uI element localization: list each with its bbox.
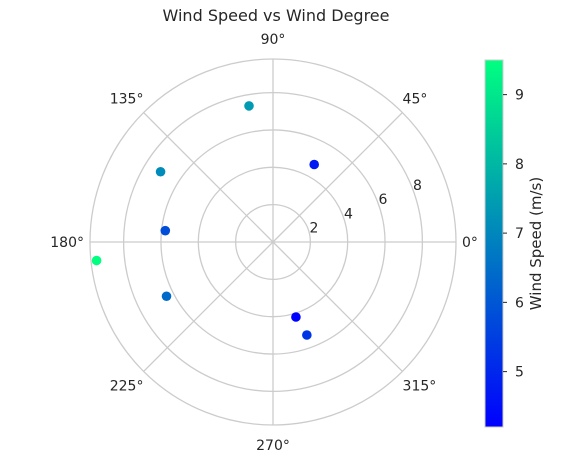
- radial-tick-label: 6: [379, 192, 388, 208]
- angle-tick-label: 225°: [110, 379, 144, 395]
- angle-tick-labels: 0° 45° 90° 135° 180° 225° 270° 315°: [50, 32, 478, 454]
- angle-grid-line: [143, 241, 274, 372]
- colorbar-gradient: [484, 59, 504, 428]
- radial-tick-labels: 2 4 6 8: [310, 178, 422, 237]
- colorbar-ticks: 5 6 7 8 9: [503, 88, 524, 381]
- radial-tick-label: 4: [344, 206, 353, 222]
- data-point: [155, 166, 166, 177]
- angle-tick-label: 90°: [261, 32, 286, 48]
- colorbar-tick-label: 7: [515, 226, 524, 242]
- colorbar: 5 6 7 8 9 Wind Speed (m/s): [484, 59, 545, 428]
- chart-title: Wind Speed vs Wind Degree: [163, 6, 390, 25]
- angle-tick-label: 315°: [403, 379, 437, 395]
- angle-tick-label: 45°: [403, 91, 428, 107]
- angle-grid-line: [272, 241, 403, 372]
- polar-grid: [89, 58, 457, 426]
- angle-tick-label: 135°: [110, 91, 144, 107]
- data-point: [160, 225, 171, 236]
- angle-grid-line: [272, 112, 403, 243]
- angle-grid-line: [143, 112, 274, 243]
- data-point: [302, 330, 312, 340]
- angle-tick-label: 0°: [462, 235, 478, 251]
- radial-tick-label: 8: [413, 178, 422, 194]
- data-point: [291, 312, 301, 322]
- data-points: [91, 101, 320, 340]
- radial-tick-label: 2: [310, 221, 319, 237]
- data-point: [91, 255, 102, 266]
- colorbar-tick-label: 6: [515, 295, 524, 311]
- data-point: [244, 101, 254, 111]
- angle-tick-label: 270°: [256, 438, 290, 454]
- colorbar-tick-label: 9: [515, 88, 524, 104]
- angle-tick-label: 180°: [50, 235, 84, 251]
- data-point: [309, 159, 320, 170]
- data-point: [161, 291, 172, 302]
- colorbar-label: Wind Speed (m/s): [527, 177, 545, 310]
- colorbar-tick-label: 8: [515, 157, 524, 173]
- colorbar-tick-label: 5: [515, 365, 524, 381]
